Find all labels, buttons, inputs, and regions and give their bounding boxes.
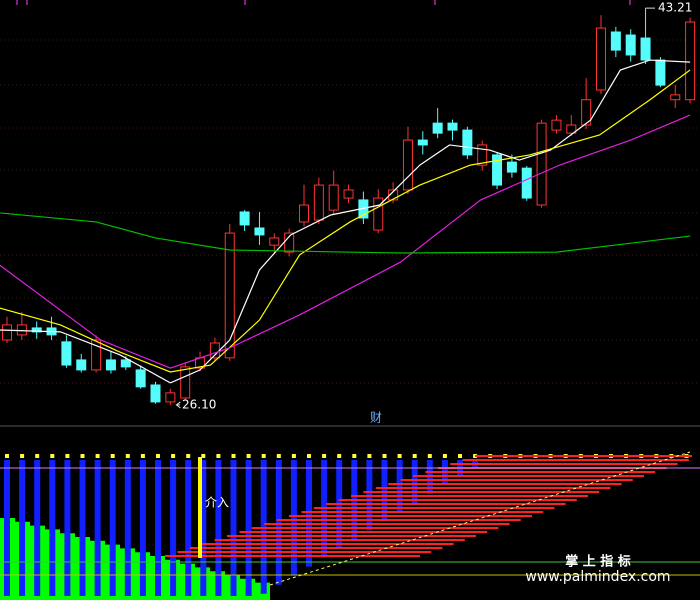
candle-body [462, 129, 473, 156]
candle-body [120, 359, 131, 368]
candle-body [284, 232, 295, 253]
candle-body [105, 359, 116, 371]
indicator-dot [397, 454, 402, 458]
indicator-dot [186, 454, 191, 458]
indicator-dot [427, 454, 432, 458]
moving-average [0, 69, 691, 373]
indicator-dot [352, 454, 357, 458]
indicator-dot [276, 454, 281, 458]
candle-body [402, 139, 413, 191]
candle-body [313, 184, 324, 221]
watermark-title: 掌 上 指 标 [565, 554, 631, 570]
indicator-dot [140, 454, 145, 458]
candle-body [640, 37, 651, 61]
indicator-dot [261, 454, 266, 458]
indicator-dot [442, 454, 447, 458]
indicator-area [0, 518, 270, 600]
candle-body [135, 369, 146, 388]
indicator-dot [246, 454, 251, 458]
indicator-dot [367, 454, 372, 458]
indicator-trend [269, 451, 691, 586]
indicator-dot [171, 454, 176, 458]
candle-body [655, 59, 666, 86]
watermark-url: www.palmindex.com [525, 569, 670, 585]
candle-body [536, 122, 547, 206]
indicator-dot [80, 454, 85, 458]
indicator-dot [50, 454, 55, 458]
indicator-dot [458, 454, 462, 458]
moving-average [0, 212, 691, 254]
indicator-dot [95, 454, 100, 458]
indicator-dot [216, 454, 221, 458]
candle-body [596, 27, 606, 91]
candle-body [343, 189, 354, 199]
candle-body [581, 99, 592, 126]
low-marker-label: 26.10 [182, 397, 216, 411]
candle-body [269, 237, 280, 246]
candle-body [566, 124, 577, 134]
panel-label: 财 [370, 411, 382, 425]
indicator-panel [0, 451, 700, 600]
candle-body [76, 359, 87, 371]
grid [0, 39, 700, 384]
candle-body [328, 184, 339, 211]
signal-label: 介入 [205, 496, 229, 510]
indicator-dot [20, 454, 25, 458]
candle-body [16, 324, 27, 336]
candle-body [432, 122, 443, 134]
high-marker-label: 43.21 [658, 1, 692, 15]
candle-body [165, 392, 176, 403]
candle-body [254, 227, 265, 236]
indicator-dot [5, 454, 9, 458]
candle-body [2, 324, 12, 341]
candle-body [299, 204, 309, 223]
candle-body [31, 327, 42, 333]
indicator-dot [35, 454, 40, 458]
candle-body [150, 384, 161, 403]
candle-body [521, 167, 532, 199]
candle-body [506, 161, 517, 173]
indicator-dot [201, 454, 206, 458]
candle-body [477, 144, 488, 166]
candle-body [239, 211, 250, 226]
candle-body [670, 94, 681, 101]
candle-body [417, 139, 428, 146]
candle-body [373, 197, 384, 231]
indicator-dot [231, 454, 236, 458]
candle-body [610, 31, 621, 51]
candle-body [447, 122, 458, 131]
indicator-dot [307, 454, 311, 458]
top-ticks [16, 0, 631, 5]
moving-average [0, 114, 691, 369]
indicator-dot [125, 454, 130, 458]
low-marker-arrow [175, 401, 181, 409]
candle-body [492, 154, 503, 186]
indicator-dot [337, 454, 342, 458]
indicator-dot [110, 454, 115, 458]
candle-body [685, 21, 696, 101]
candle-body [551, 119, 562, 131]
indicator-dot [322, 454, 327, 458]
candle-body [625, 34, 636, 56]
indicator-dot [382, 454, 387, 458]
candle-body [91, 339, 102, 371]
moving-average [0, 59, 691, 384]
indicator-dot [156, 454, 160, 458]
candle-body [224, 232, 235, 359]
candle-body [180, 366, 191, 399]
candle-body [61, 341, 72, 366]
candle-body [388, 189, 399, 201]
indicator-dot [65, 454, 70, 458]
indicator-dot [412, 454, 417, 458]
indicator-dot [291, 454, 296, 458]
